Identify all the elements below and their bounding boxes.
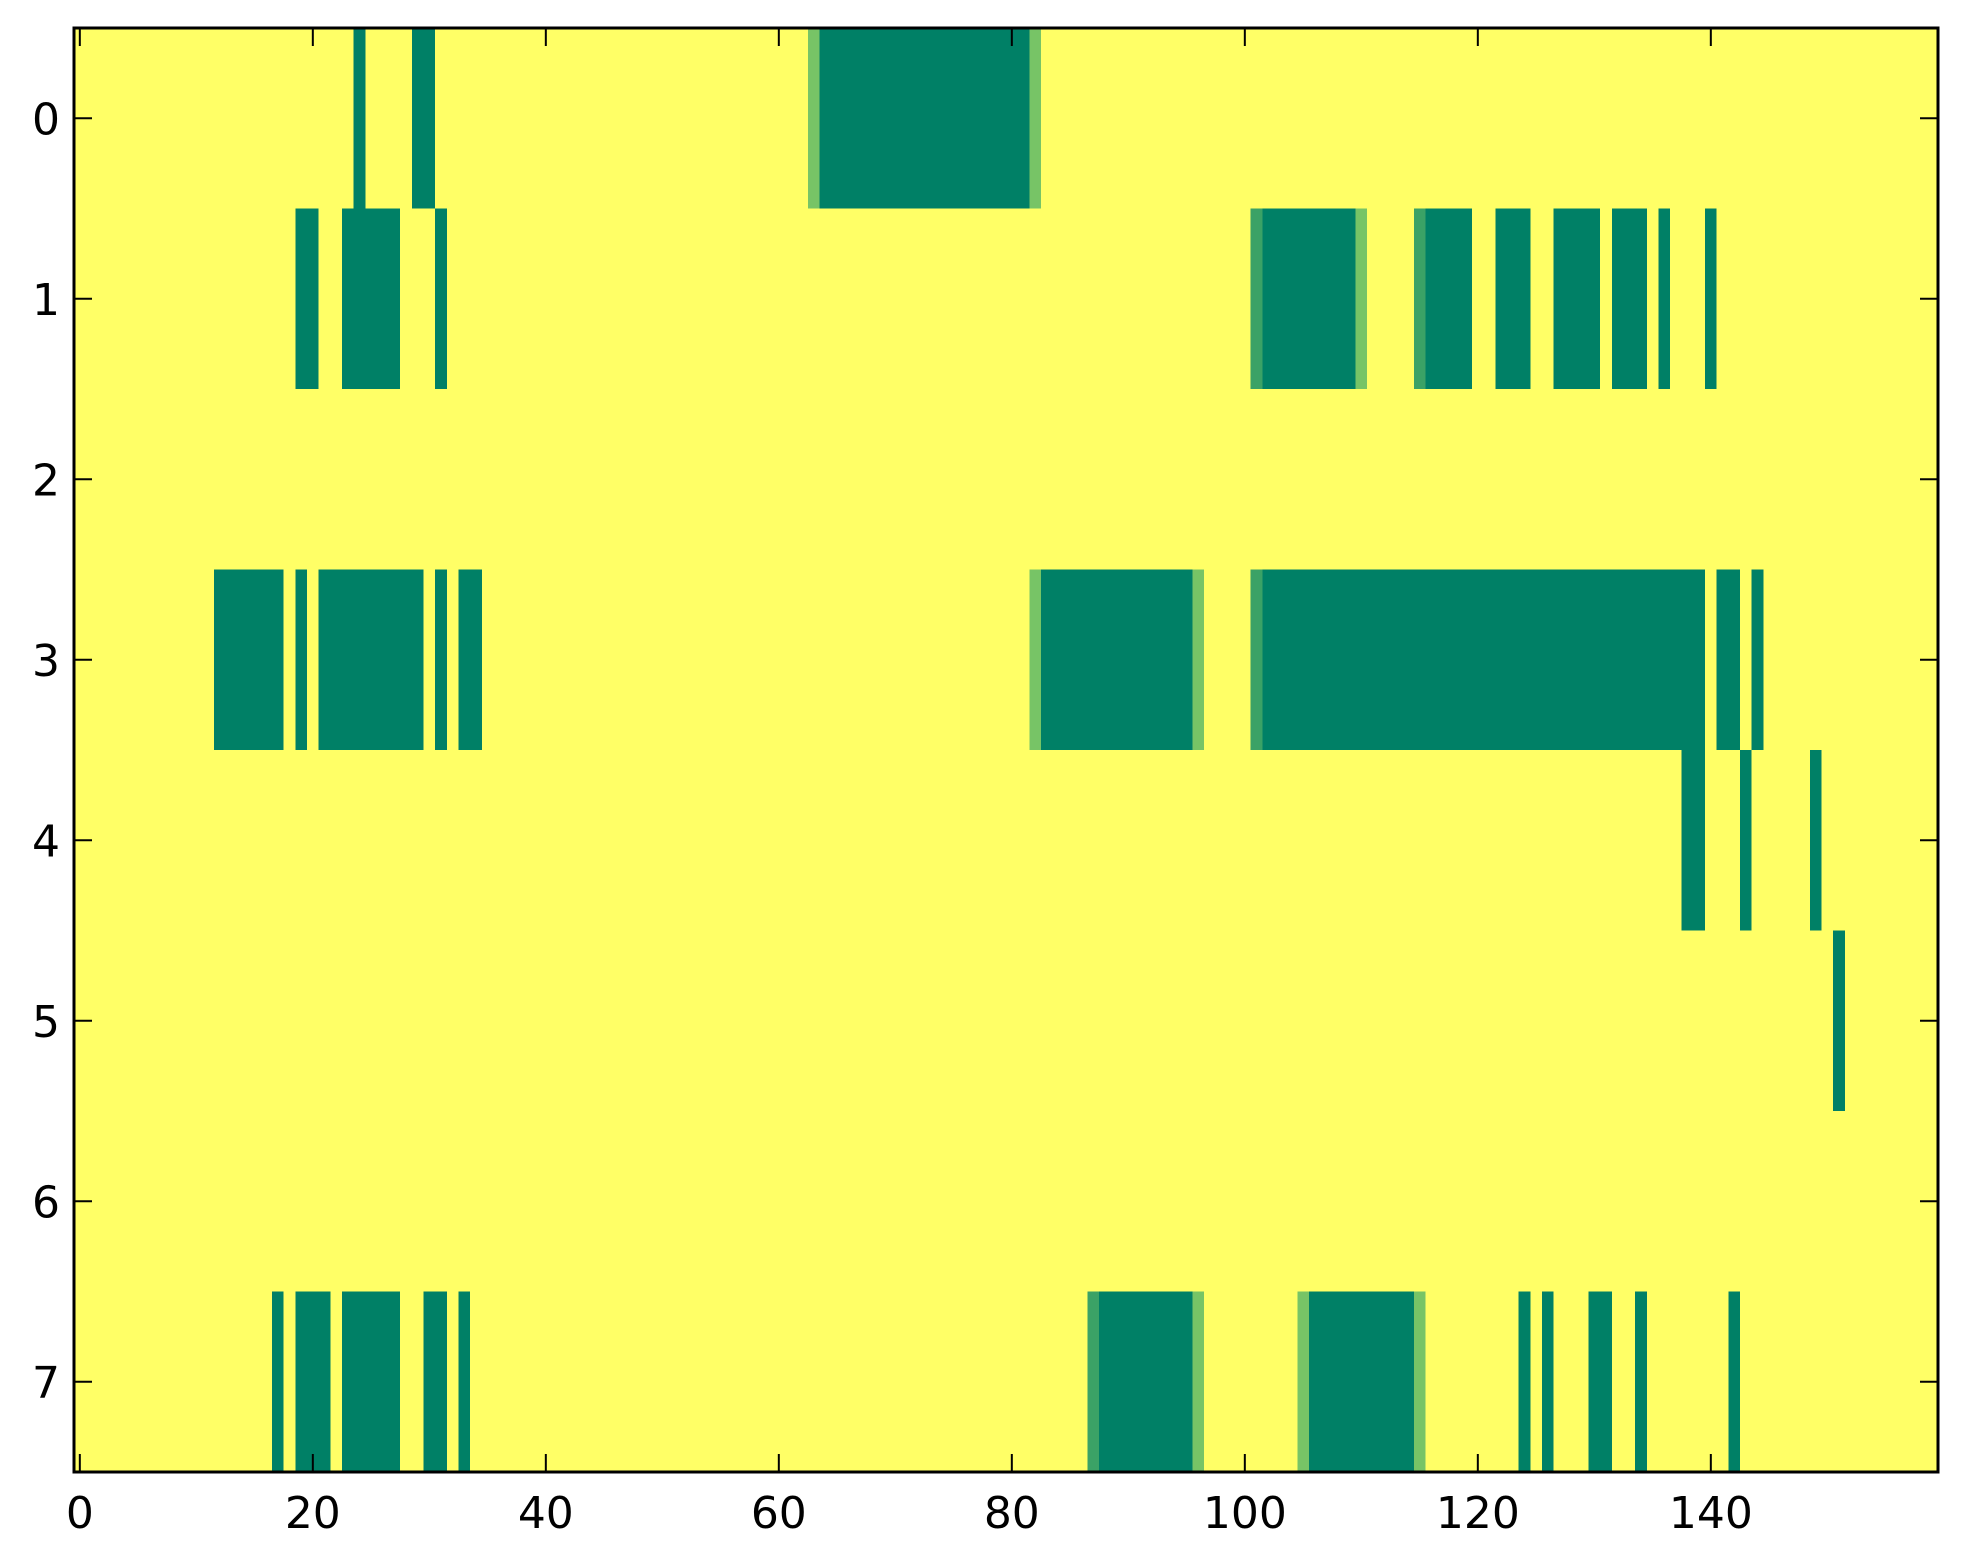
heatmap-cell-row3-seg8 — [1250, 569, 1263, 750]
heatmap-cell-row1-seg6 — [1413, 208, 1426, 389]
heatmap-cell-row3-seg5 — [1029, 569, 1041, 750]
x-tick-label-120: 120 — [1436, 1488, 1520, 1539]
x-tick-label-60: 60 — [751, 1488, 807, 1539]
heatmap-cell-row0-seg2 — [807, 28, 820, 209]
heatmap-cell-row7-seg11 — [1518, 1291, 1531, 1472]
heatmap-cell-row3-seg6 — [1040, 569, 1193, 750]
heatmap-cell-row7-seg5 — [1087, 1291, 1100, 1472]
plot-frame — [72, 26, 1940, 1474]
y-tick-label-1: 1 — [32, 275, 60, 326]
heatmap-cell-row0-seg0 — [353, 28, 366, 209]
heatmap-cell-row3-seg0 — [213, 569, 284, 750]
x-tick-label-40: 40 — [518, 1488, 574, 1539]
heatmap-cell-row1-seg0 — [295, 208, 319, 389]
y-tick-label-7: 7 — [32, 1358, 60, 1409]
heatmap-cell-row4-seg1 — [1739, 750, 1752, 931]
heatmap-cell-row3-seg2 — [318, 569, 424, 750]
heatmap-cell-row7-seg1 — [295, 1291, 331, 1472]
heatmap-cell-row1-seg11 — [1658, 208, 1671, 389]
heatmap-cell-row3-seg3 — [435, 569, 447, 750]
heatmap-cell-row1-seg4 — [1262, 208, 1356, 389]
heatmap-cell-row1-seg10 — [1611, 208, 1647, 389]
x-axis-tick-labels: 0 20 40 60 80 100 120 140 — [66, 1488, 1753, 1539]
heatmap-cell-row7-seg2 — [341, 1291, 401, 1472]
heatmap-cell-row1-seg7 — [1425, 208, 1472, 389]
heatmap-cell-row7-seg6 — [1099, 1291, 1193, 1472]
heatmap-cell-row5-seg0 — [1833, 930, 1845, 1111]
axis-ticks — [74, 28, 1938, 1472]
y-tick-label-5: 5 — [32, 997, 60, 1048]
heatmap-cell-row7-seg10 — [1413, 1291, 1426, 1472]
y-tick-label-3: 3 — [32, 636, 60, 687]
heatmap-cell-row7-seg0 — [272, 1291, 284, 1472]
heatmap-cell-row7-seg13 — [1588, 1291, 1612, 1472]
heatmap-cell-row1-seg1 — [341, 208, 401, 389]
x-tick-label-80: 80 — [984, 1488, 1040, 1539]
heatmap-cell-row7-seg14 — [1635, 1291, 1647, 1472]
heatmap-cell-row1-seg8 — [1495, 208, 1531, 389]
heatmap-cell-row7-seg15 — [1728, 1291, 1740, 1472]
heatmap-cell-row4-seg2 — [1809, 750, 1822, 931]
heatmap-cell-row1-seg3 — [1250, 208, 1263, 389]
heatmap-cell-row7-seg12 — [1541, 1291, 1554, 1472]
heatmap-cell-row3-seg9 — [1262, 569, 1705, 750]
x-tick-label-140: 140 — [1669, 1488, 1753, 1539]
heatmap-cell-row7-seg3 — [423, 1291, 447, 1472]
y-tick-label-0: 0 — [32, 94, 60, 145]
heatmap-cell-row0-seg1 — [411, 28, 436, 209]
x-tick-label-20: 20 — [285, 1488, 341, 1539]
heatmap-cells — [213, 28, 1845, 1472]
heatmap-cell-row7-seg7 — [1192, 1291, 1205, 1472]
y-tick-label-4: 4 — [32, 816, 60, 867]
y-tick-label-6: 6 — [32, 1177, 60, 1228]
heatmap-cell-row3-seg1 — [295, 569, 307, 750]
plot-area — [74, 28, 1938, 1472]
heatmap-cell-row0-seg4 — [1029, 28, 1041, 209]
x-tick-label-100: 100 — [1203, 1488, 1287, 1539]
heatmap-cell-row7-seg8 — [1297, 1291, 1309, 1472]
heatmap-cell-row4-seg0 — [1681, 750, 1705, 931]
y-axis-tick-labels: 0 1 2 3 4 5 6 7 — [32, 94, 60, 1409]
heatmap-cell-row3-seg4 — [458, 569, 482, 750]
y-tick-label-2: 2 — [32, 455, 60, 506]
heatmap-cell-row7-seg9 — [1308, 1291, 1414, 1472]
heatmap-cell-row1-seg2 — [435, 208, 447, 389]
heatmap-cell-row1-seg12 — [1705, 208, 1717, 389]
heatmap-cell-row3-seg10 — [1716, 569, 1740, 750]
heatmap-cell-row0-seg3 — [819, 28, 1030, 209]
heatmap-cell-row3-seg11 — [1751, 569, 1764, 750]
heatmap-cell-row1-seg5 — [1355, 208, 1368, 389]
heatmap-cell-row7-seg4 — [458, 1291, 471, 1472]
heatmap-cell-row3-seg7 — [1192, 569, 1205, 750]
x-tick-label-0: 0 — [66, 1488, 94, 1539]
heatmap-cell-row1-seg9 — [1553, 208, 1601, 389]
